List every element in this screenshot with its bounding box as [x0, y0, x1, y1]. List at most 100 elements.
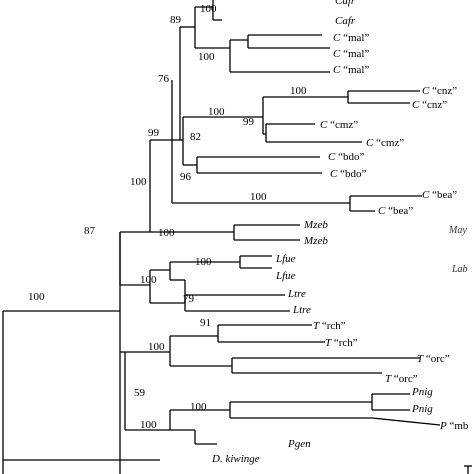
- tip-label: Cafr: [335, 15, 356, 27]
- support-value: 100: [148, 341, 165, 353]
- tip-label: P “mb: [439, 420, 469, 432]
- tip-abbr: Pnig: [411, 386, 433, 398]
- tip-code: “bdo”: [337, 168, 366, 180]
- tip-label: T “orc”: [385, 373, 418, 385]
- tip-code: “mb: [447, 420, 469, 432]
- tip-label: C “bea”: [422, 189, 457, 201]
- tip-abbr: T: [325, 337, 332, 349]
- tip-abbr: Cafr: [335, 0, 356, 7]
- tip-abbr: T: [313, 320, 320, 332]
- tip-label: Mzeb: [303, 219, 328, 231]
- tip-code: “rch”: [319, 320, 346, 332]
- tip-label: Lfue: [275, 270, 296, 282]
- tip-abbr: D. kiwinge: [211, 453, 260, 465]
- support-value: 99: [243, 116, 255, 128]
- support-value: 59: [134, 387, 146, 399]
- support-value: 100: [200, 3, 217, 15]
- tip-abbr: C: [333, 64, 341, 76]
- tip-label: Pgen: [287, 438, 311, 450]
- support-value: 100: [195, 256, 212, 268]
- tip-label: C “mal”: [333, 64, 369, 76]
- tip-label: Ltre: [287, 288, 306, 300]
- scale-bar-marker: [464, 465, 472, 474]
- tip-code: “rch”: [331, 337, 358, 349]
- tip-label: T “rch”: [325, 337, 358, 349]
- tip-abbr: Lfue: [275, 270, 296, 282]
- support-value: 99: [148, 127, 160, 139]
- tip-abbr: C: [320, 119, 328, 131]
- tip-abbr: C: [333, 32, 341, 44]
- tip-abbr: C: [422, 189, 430, 201]
- tip-label: C “bdo”: [330, 168, 366, 180]
- tip-abbr: Mzeb: [303, 219, 328, 231]
- tip-abbr: Pgen: [287, 438, 311, 450]
- support-value: 100: [250, 191, 267, 203]
- tip-abbr: Ltre: [287, 288, 306, 300]
- support-value: 76: [158, 73, 170, 85]
- tip-abbr: Mzeb: [303, 235, 328, 247]
- tip-label: T “rch”: [313, 320, 346, 332]
- support-value: 100: [198, 51, 215, 63]
- tip-label: Pnig: [411, 403, 433, 415]
- support-value: 89: [170, 14, 182, 26]
- tip-abbr: C: [333, 48, 341, 60]
- support-value: 96: [180, 171, 192, 183]
- support-value: 87: [84, 225, 96, 237]
- tip-code: “mal”: [340, 64, 369, 76]
- tip-label: Mzeb: [303, 235, 328, 247]
- tip-abbr: C: [412, 99, 420, 111]
- tip-code: “cmz”: [373, 137, 404, 149]
- tip-label: D. kiwinge: [211, 453, 260, 465]
- tip-code: “orc”: [391, 373, 418, 385]
- tip-abbr: C: [378, 205, 386, 217]
- tip-label: Lfue: [275, 253, 296, 265]
- tip-abbr: C: [328, 151, 336, 163]
- tree-branches: [2, 0, 441, 474]
- support-value: 100: [190, 401, 207, 413]
- support-value: 100: [140, 419, 157, 431]
- support-value: 100: [290, 85, 307, 97]
- tip-abbr: Ltre: [292, 304, 311, 316]
- tip-label: Ltre: [292, 304, 311, 316]
- tip-code: “cnz”: [429, 85, 457, 97]
- tip-label: C “cmz”: [320, 119, 358, 131]
- tip-abbr: Pnig: [411, 403, 433, 415]
- tip-code: “mal”: [340, 32, 369, 44]
- tip-label: C “mal”: [333, 32, 369, 44]
- clade-labels: May Lab: [448, 225, 468, 275]
- tip-abbr: P: [439, 420, 447, 432]
- tip-abbr: Lfue: [275, 253, 296, 265]
- support-value: 100: [158, 227, 175, 239]
- tip-label: C “cnz”: [422, 85, 457, 97]
- tip-abbr: Cafr: [335, 15, 356, 27]
- tip-label: C “cnz”: [412, 99, 447, 111]
- support-values: 100 89 100 76 100 100 99 82 99 96 100 100 100 87 100 10…: [28, 3, 307, 431]
- branch-87: [371, 417, 441, 426]
- tip-code: “cmz”: [327, 119, 358, 131]
- support-value: 82: [190, 131, 201, 143]
- tip-abbr: C: [366, 137, 374, 149]
- tip-label: T “orc”: [417, 353, 450, 365]
- tip-label: C “bdo”: [328, 151, 364, 163]
- tip-label: C “bea”: [378, 205, 413, 217]
- tip-abbr: C: [330, 168, 338, 180]
- tip-abbr: T: [417, 353, 424, 365]
- tip-code: “mal”: [340, 48, 369, 60]
- tip-abbr: C: [422, 85, 430, 97]
- clade-label: May: [448, 225, 467, 236]
- tip-abbr: T: [385, 373, 392, 385]
- support-value: 100: [208, 106, 225, 118]
- tip-label: Pnig: [411, 386, 433, 398]
- support-value: 91: [200, 317, 211, 329]
- tip-label: C “mal”: [333, 48, 369, 60]
- tip-label: Cafr: [335, 0, 356, 7]
- clade-label: Lab: [451, 264, 468, 275]
- support-value: 100: [28, 291, 45, 303]
- tip-label: C “cmz”: [366, 137, 404, 149]
- support-value: 100: [140, 274, 157, 286]
- tip-code: “cnz”: [419, 99, 447, 111]
- tip-code: “bdo”: [335, 151, 364, 163]
- tip-code: “orc”: [423, 353, 450, 365]
